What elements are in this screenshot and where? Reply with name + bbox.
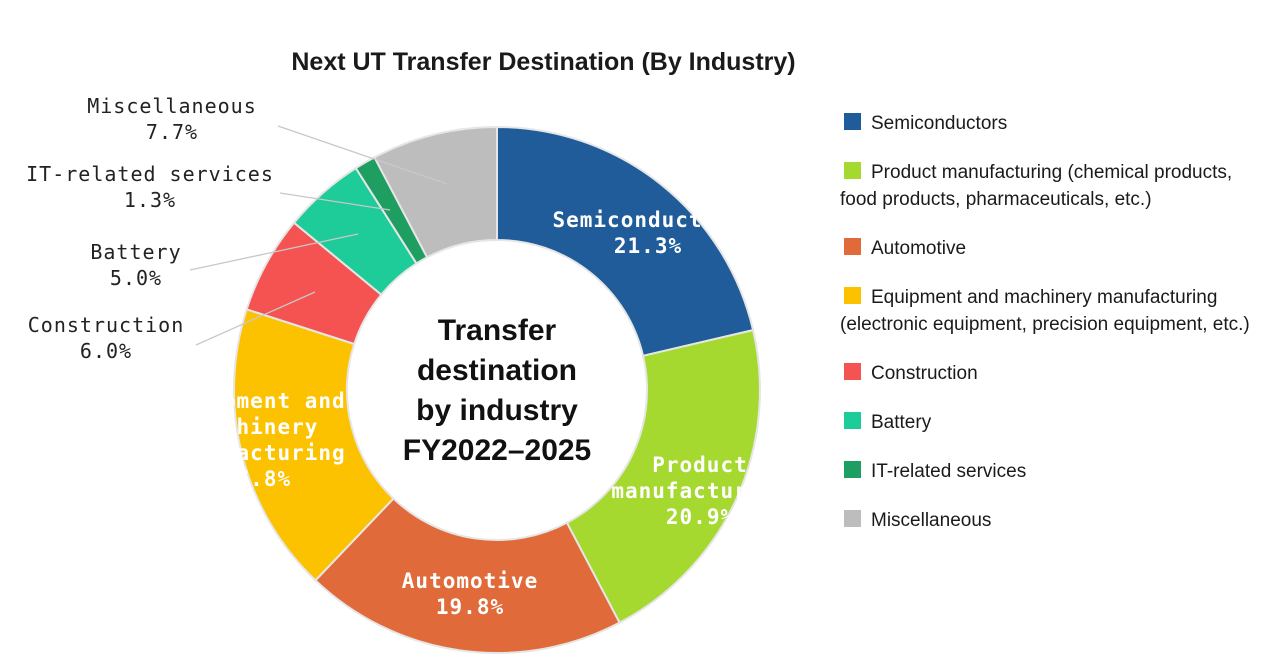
- legend-label-equipment-and-machinery-manufacturing: Equipment and machinery manufacturing (e…: [840, 287, 1250, 335]
- slice-label-it-related-services: IT-related services 1.3%: [26, 162, 274, 212]
- legend-swatch-automotive: [844, 238, 861, 255]
- slice-label-automotive: Automotive 19.8%: [402, 569, 538, 619]
- leader-line-battery: [189, 233, 359, 271]
- legend-swatch-it-related-services: [844, 461, 861, 478]
- legend-label-automotive: Automotive: [871, 238, 967, 259]
- slice-label-product-manufacturing: Product manufacturing 20.9%: [611, 453, 788, 529]
- legend-swatch-equipment-and-machinery-manufacturing: [844, 287, 861, 304]
- legend-item-battery: Battery: [840, 409, 1270, 436]
- legend-item-semiconductors: Semiconductors: [840, 110, 1270, 137]
- slice-product-manufacturing: [565, 328, 761, 625]
- legend-item-construction: Construction: [840, 360, 1270, 387]
- leader-line-it-related-services: [279, 192, 391, 211]
- legend-swatch-product-manufacturing: [844, 162, 861, 179]
- legend-item-miscellaneous: Miscellaneous: [840, 507, 1270, 534]
- legend-item-product-manufacturing: Product manufacturing (chemical products…: [840, 159, 1270, 213]
- slice-equipment-and-machinery-manufacturing: [233, 308, 395, 582]
- slice-semiconductors: [496, 125, 755, 358]
- legend-label-miscellaneous: Miscellaneous: [871, 510, 992, 531]
- donut-chart: Semiconductors 21.3% Product manufacturing 2…: [26, 94, 788, 654]
- legend-label-it-related-services: IT-related services: [871, 461, 1027, 482]
- legend-item-automotive: Automotive: [840, 235, 1270, 262]
- legend-swatch-battery: [844, 412, 861, 429]
- slice-label-battery: Battery 5.0%: [90, 240, 181, 290]
- leader-line-construction: [195, 291, 316, 346]
- slice-miscellaneous: [373, 125, 498, 259]
- legend-label-construction: Construction: [871, 363, 978, 384]
- legend-swatch-construction: [844, 363, 861, 380]
- legend-label-semiconductors: Semiconductors: [871, 113, 1008, 134]
- legend-item-it-related-services: IT-related services: [840, 458, 1270, 485]
- legend-label-product-manufacturing: Product manufacturing (chemical products…: [840, 162, 1233, 210]
- legend-swatch-semiconductors: [844, 113, 861, 130]
- legend-item-equipment-and-machinery-manufacturing: Equipment and machinery manufacturing (e…: [840, 284, 1270, 338]
- chart-legend: Semiconductors Product manufacturing (che…: [840, 110, 1270, 534]
- leader-line-miscellaneous: [277, 125, 448, 185]
- chart-title: Next UT Transfer Destination (By Industr…: [291, 48, 796, 76]
- legend-label-battery: Battery: [871, 412, 932, 433]
- slice-label-equipment-and-machinery-manufacturing: Equipment and machinery manufacturing 17.8%: [168, 389, 345, 491]
- legend-swatch-miscellaneous: [844, 510, 861, 527]
- slice-automotive: [314, 497, 621, 654]
- slice-label-miscellaneous: Miscellaneous 7.7%: [87, 94, 257, 144]
- slice-label-semiconductors: Semiconductors 21.3%: [552, 208, 743, 258]
- slice-label-construction: Construction 6.0%: [28, 313, 185, 363]
- donut-center-text: Transfer destination by industry FY2022–202…: [403, 314, 592, 467]
